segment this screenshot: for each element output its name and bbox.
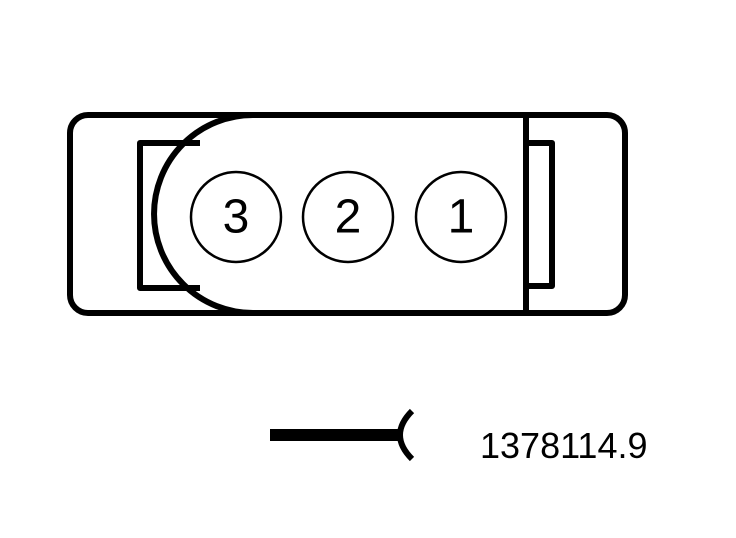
left-lock-tab [137,140,200,291]
reference-number: 1378114.9 [480,425,648,466]
terminal-insert [151,112,529,316]
harness-side-symbol [397,408,415,462]
pin-2-label: 2 [335,191,362,244]
pin-2-circle [301,170,395,264]
pin-3-label: 3 [223,191,250,244]
pin-1-circle [414,170,508,264]
wire-bar-symbol [270,429,400,441]
right-lock-tab [526,140,555,289]
pin-1-label: 1 [448,191,475,244]
pin-3-circle [189,170,283,264]
